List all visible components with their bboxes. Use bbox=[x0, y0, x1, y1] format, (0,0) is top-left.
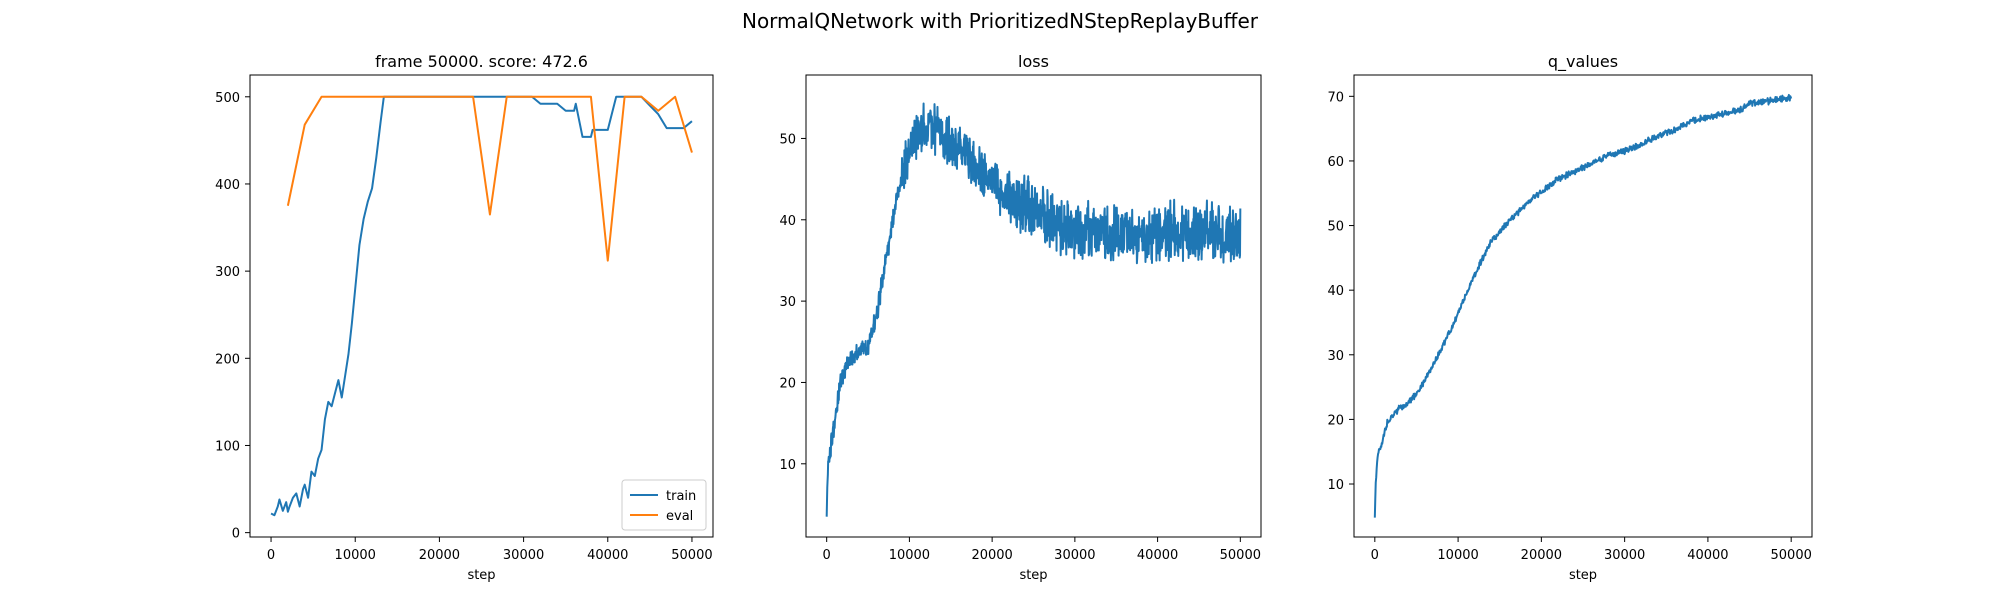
series-line-loss bbox=[825, 102, 1242, 517]
y-tick-label: 40 bbox=[779, 214, 796, 229]
y-tick-label: 400 bbox=[215, 178, 240, 193]
x-axis-label: step bbox=[1019, 568, 1047, 583]
x-tick-label: 40000 bbox=[1137, 548, 1178, 563]
loss-chart-panel: loss 0 10000 20000 30000 40000 50000 10 20 30 40 50… bbox=[779, 52, 1262, 583]
y-tick-label: 0 bbox=[232, 527, 240, 542]
chart-title: q_values bbox=[1548, 52, 1618, 72]
series-line-q_values bbox=[1373, 93, 1793, 518]
y-tick-label: 100 bbox=[215, 439, 240, 454]
chart-title: loss bbox=[1018, 52, 1049, 71]
x-tick-label: 50000 bbox=[1220, 548, 1261, 563]
x-tick-label: 50000 bbox=[1771, 548, 1812, 563]
x-tick-label: 30000 bbox=[503, 548, 544, 563]
x-tick-label: 20000 bbox=[419, 548, 460, 563]
x-tick-label: 10000 bbox=[335, 548, 376, 563]
y-tick-label: 60 bbox=[1327, 155, 1344, 170]
y-tick-label: 500 bbox=[215, 91, 240, 106]
y-tick-label: 30 bbox=[1327, 349, 1344, 364]
legend-label-train: train bbox=[666, 489, 696, 504]
plot-area bbox=[825, 102, 1242, 517]
x-axis-label: step bbox=[467, 568, 495, 583]
legend-label-eval: eval bbox=[666, 509, 693, 524]
y-tick-label: 10 bbox=[1327, 478, 1344, 493]
x-tick-label: 40000 bbox=[587, 548, 628, 563]
legend: train eval bbox=[621, 479, 707, 531]
x-tick-label: 10000 bbox=[1437, 548, 1478, 563]
x-tick-label: 20000 bbox=[1521, 548, 1562, 563]
x-tick-label: 30000 bbox=[1054, 548, 1095, 563]
chart-title: frame 50000. score: 472.6 bbox=[375, 52, 588, 71]
axes-frame bbox=[805, 74, 1262, 538]
x-tick-label: 0 bbox=[823, 548, 831, 563]
y-tick-label: 50 bbox=[779, 132, 796, 147]
x-tick-label: 0 bbox=[1371, 548, 1379, 563]
y-tick-label: 20 bbox=[779, 376, 796, 391]
x-tick-label: 0 bbox=[267, 548, 275, 563]
x-tick-label: 50000 bbox=[671, 548, 712, 563]
y-tick-label: 200 bbox=[215, 352, 240, 367]
q-values-chart-panel: q_values 0 10000 20000 30000 40000 50000 10 20 30… bbox=[1327, 52, 1813, 583]
x-tick-label: 20000 bbox=[971, 548, 1012, 563]
plot-area bbox=[1373, 93, 1793, 518]
y-tick-label: 10 bbox=[779, 458, 796, 473]
y-tick-label: 50 bbox=[1327, 220, 1344, 235]
y-tick-label: 70 bbox=[1327, 90, 1344, 105]
y-tick-label: 20 bbox=[1327, 413, 1344, 428]
score-chart-panel: frame 50000. score: 472.60 10000 20000 3000… bbox=[215, 52, 714, 583]
x-tick-label: 40000 bbox=[1687, 548, 1728, 563]
x-tick-label: 10000 bbox=[889, 548, 930, 563]
axes-frame bbox=[249, 74, 714, 538]
series-line-eval bbox=[286, 95, 693, 262]
figure-title: NormalQNetwork with PrioritizedNStepRepl… bbox=[742, 9, 1259, 33]
y-tick-label: 300 bbox=[215, 265, 240, 280]
y-tick-label: 30 bbox=[779, 295, 796, 310]
x-tick-label: 30000 bbox=[1604, 548, 1645, 563]
legend-box bbox=[621, 479, 707, 531]
y-tick-label: 40 bbox=[1327, 284, 1344, 299]
x-axis-label: step bbox=[1569, 568, 1597, 583]
axes-frame bbox=[1353, 74, 1813, 538]
plot-area bbox=[270, 95, 693, 517]
